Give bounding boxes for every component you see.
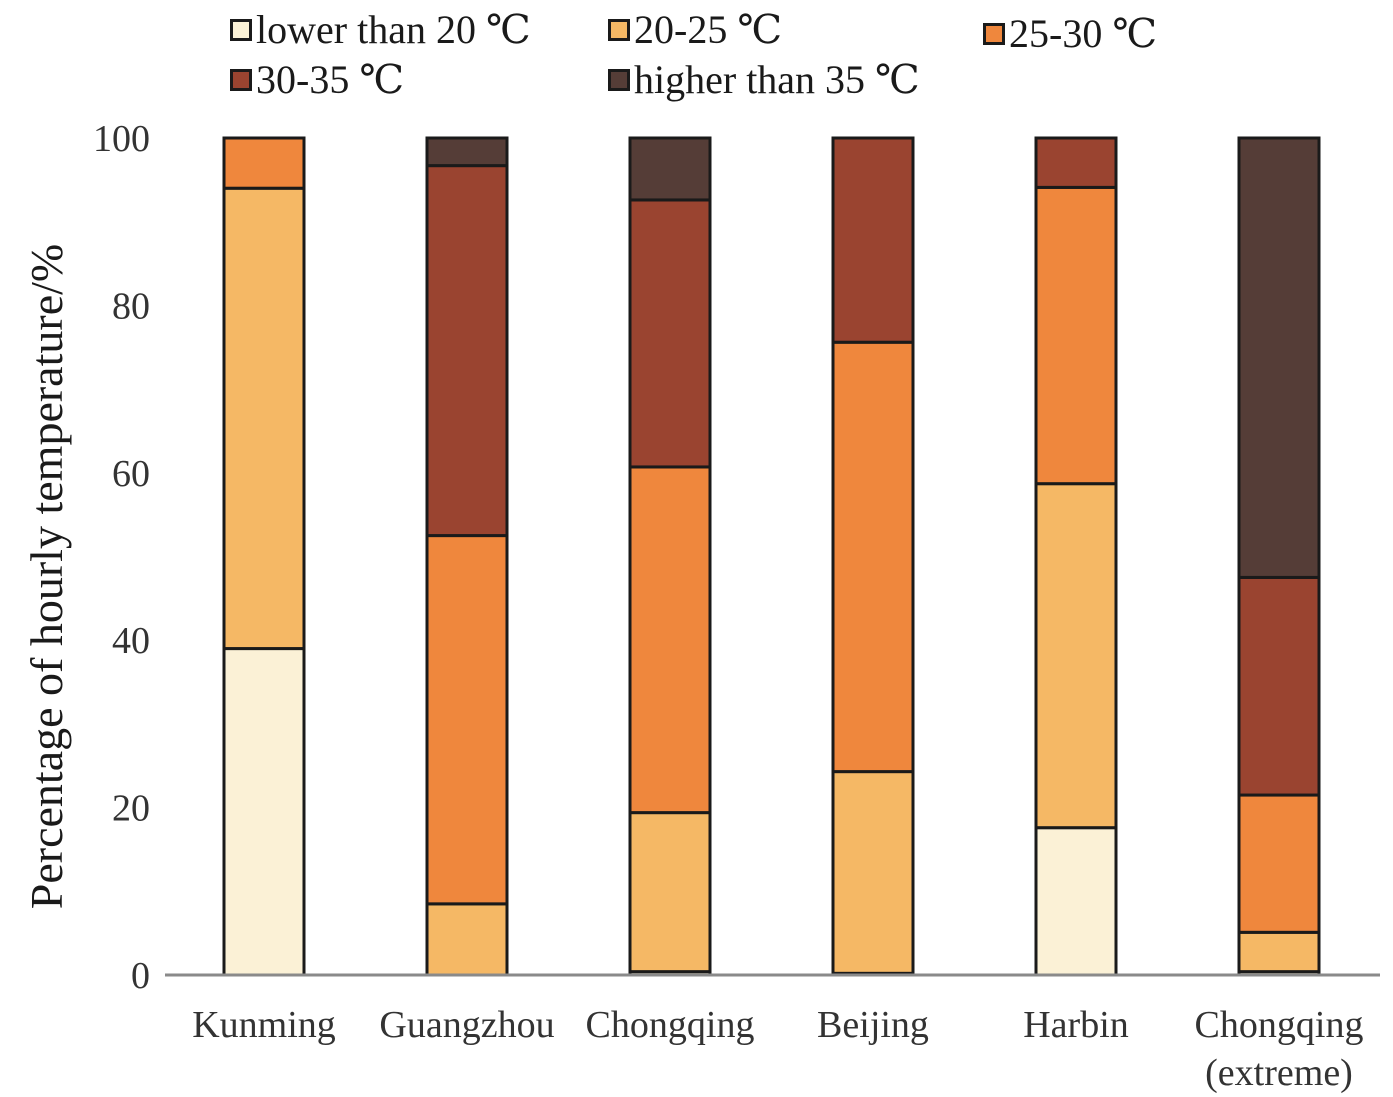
bar-segment xyxy=(1034,482,1118,830)
bar-segment xyxy=(628,465,712,815)
bar-segment xyxy=(425,902,509,977)
bar-segment xyxy=(1237,136,1321,579)
bar-segment xyxy=(1237,575,1321,797)
legend-label: 25-30 ℃ xyxy=(1009,11,1158,56)
bar-segment xyxy=(1237,930,1321,974)
x-tick-label: Chongqing xyxy=(586,1004,755,1046)
x-tick-label: Harbin xyxy=(1023,1004,1129,1046)
y-axis-label: Percentage of hourly temperature/% xyxy=(21,244,72,909)
legend-item: lower than 20 ℃ xyxy=(230,10,531,50)
legend-swatch xyxy=(608,69,630,91)
bar-segment xyxy=(222,136,306,190)
bar-segment xyxy=(1034,826,1118,977)
x-tick-label: Guangzhou xyxy=(379,1004,554,1046)
x-tick-label: (extreme) xyxy=(1205,1052,1353,1094)
bar-segment xyxy=(425,534,509,906)
legend-item: higher than 35 ℃ xyxy=(608,60,920,100)
x-tick-label: Kunming xyxy=(192,1004,336,1046)
bar-segment xyxy=(628,811,712,974)
legend-item: 20-25 ℃ xyxy=(608,10,782,50)
y-tick-label: 100 xyxy=(93,118,150,160)
legend-swatch xyxy=(230,69,252,91)
bar-segment xyxy=(1034,136,1118,189)
bar-segment xyxy=(831,136,915,344)
legend-swatch xyxy=(608,19,630,41)
y-tick-label: 80 xyxy=(112,285,150,327)
y-tick-label: 60 xyxy=(112,453,150,495)
bar-segment xyxy=(1237,793,1321,934)
y-tick-label: 40 xyxy=(112,620,150,662)
x-tick-label: Chongqing xyxy=(1195,1004,1364,1046)
legend-label: lower than 20 ℃ xyxy=(256,7,531,52)
bar-segment xyxy=(425,164,509,538)
legend-label: 20-25 ℃ xyxy=(634,7,783,52)
bar-segment xyxy=(222,186,306,651)
legend-swatch xyxy=(983,23,1005,45)
bar-segment xyxy=(628,198,712,469)
bar-segment xyxy=(1034,185,1118,486)
x-tick-label: Beijing xyxy=(817,1004,929,1046)
bar-segment xyxy=(222,647,306,977)
bar-segment xyxy=(628,136,712,202)
legend-item: 25-30 ℃ xyxy=(983,14,1157,54)
bar-segment xyxy=(831,770,915,975)
legend-label: 30-35 ℃ xyxy=(256,57,405,102)
legend-label: higher than 35 ℃ xyxy=(634,57,920,102)
bar-segment xyxy=(831,340,915,774)
legend-item: 30-35 ℃ xyxy=(230,60,404,100)
y-tick-label: 0 xyxy=(131,955,150,997)
legend-swatch xyxy=(230,19,252,41)
bar-segment xyxy=(425,136,509,168)
y-tick-label: 20 xyxy=(112,788,150,830)
